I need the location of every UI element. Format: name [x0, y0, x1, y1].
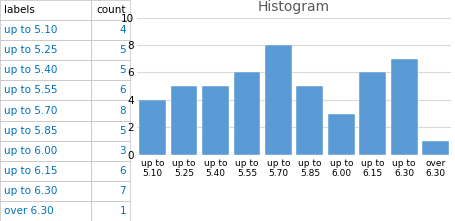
Text: up to 5.85: up to 5.85 [4, 126, 57, 136]
Bar [0, 0, 91, 20]
Text: up to 5.10: up to 5.10 [4, 25, 57, 35]
Text: up to 5.25: up to 5.25 [4, 45, 57, 55]
Bar [233, 72, 260, 155]
Bar [359, 72, 385, 155]
Bar [0, 20, 91, 40]
Bar [91, 181, 130, 201]
Bar [0, 141, 91, 161]
Bar [91, 101, 130, 120]
Text: 6: 6 [119, 85, 126, 95]
Bar [0, 181, 91, 201]
Text: 8: 8 [119, 105, 126, 116]
Text: labels: labels [4, 5, 35, 15]
Bar [421, 141, 448, 155]
Text: 4: 4 [119, 25, 126, 35]
Text: up to 5.70: up to 5.70 [4, 105, 57, 116]
Bar [91, 141, 130, 161]
Bar [202, 86, 228, 155]
Text: up to 6.15: up to 6.15 [4, 166, 57, 176]
Bar [91, 60, 130, 80]
Text: 5: 5 [119, 45, 126, 55]
Text: 3: 3 [119, 146, 126, 156]
Bar [0, 80, 91, 101]
Bar [0, 40, 91, 60]
Text: 1: 1 [119, 206, 126, 216]
Text: 5: 5 [119, 65, 126, 75]
Bar [0, 101, 91, 120]
Bar [139, 100, 166, 155]
Bar [0, 161, 91, 181]
Text: count: count [96, 5, 126, 15]
Text: up to 5.55: up to 5.55 [4, 85, 57, 95]
Text: 5: 5 [119, 126, 126, 136]
Bar [91, 0, 130, 20]
Bar [0, 201, 91, 221]
Bar [0, 120, 91, 141]
Bar [296, 86, 323, 155]
Bar [91, 120, 130, 141]
Text: up to 5.40: up to 5.40 [4, 65, 57, 75]
Bar [91, 20, 130, 40]
Bar [91, 161, 130, 181]
Bar [91, 201, 130, 221]
Text: 6: 6 [119, 166, 126, 176]
Text: up to 6.00: up to 6.00 [4, 146, 57, 156]
Title: Histogram: Histogram [258, 0, 329, 14]
Text: up to 6.30: up to 6.30 [4, 186, 57, 196]
Bar [91, 40, 130, 60]
Text: 7: 7 [119, 186, 126, 196]
Bar [390, 59, 417, 155]
Bar [327, 114, 354, 155]
Bar [0, 60, 91, 80]
Text: over 6.30: over 6.30 [4, 206, 53, 216]
Bar [264, 45, 291, 155]
Bar [91, 80, 130, 101]
Bar [170, 86, 197, 155]
